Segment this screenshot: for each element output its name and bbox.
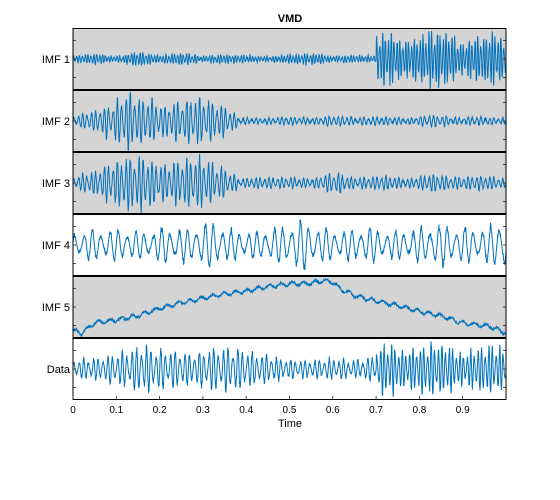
panel-frame bbox=[72, 214, 507, 276]
x-tick-label: 0 bbox=[70, 405, 76, 416]
panel-frame bbox=[72, 90, 507, 152]
panels-group: IMF 1 IMF 2 IMF 3 IMF 4 IMF 5 Data bbox=[42, 28, 507, 400]
panel-imf-2: IMF 2 bbox=[42, 90, 507, 152]
x-tick-label: 0.7 bbox=[369, 405, 383, 416]
panel-label: IMF 5 bbox=[42, 302, 70, 314]
series-line-imf-2 bbox=[73, 91, 506, 151]
x-axis-label: Time bbox=[278, 418, 302, 430]
series-line-imf-5 bbox=[73, 277, 506, 337]
x-tick-label: 0.2 bbox=[153, 405, 167, 416]
panel-frame bbox=[72, 28, 507, 90]
series-line-data bbox=[73, 341, 506, 397]
panel-frame bbox=[72, 152, 507, 214]
panel-label: IMF 1 bbox=[42, 54, 70, 66]
x-tick-label: 0.4 bbox=[239, 405, 253, 416]
panel-imf-3: IMF 3 bbox=[42, 152, 507, 214]
panel-label: IMF 4 bbox=[42, 240, 70, 252]
panel-label: Data bbox=[47, 364, 71, 376]
x-tick-label: 0.6 bbox=[326, 405, 340, 416]
x-tick-label: 0.8 bbox=[412, 405, 426, 416]
panel-data: Data bbox=[47, 338, 507, 400]
series-line-imf-4 bbox=[73, 219, 506, 271]
series-line-imf-1 bbox=[73, 30, 506, 89]
x-axis: 0 0.1 0.2 0.3 0.4 0.5 0.6 0.7 0.8 0.9 bbox=[70, 396, 470, 416]
panel-imf-1: IMF 1 bbox=[42, 28, 507, 90]
x-tick-label: 0.5 bbox=[283, 405, 297, 416]
chart-title: VMD bbox=[278, 13, 303, 25]
x-tick-label: 0.9 bbox=[456, 405, 470, 416]
series-line-imf-3 bbox=[73, 153, 506, 213]
x-tick-label: 0.1 bbox=[109, 405, 123, 416]
panel-background bbox=[73, 276, 506, 338]
panel-imf-4: IMF 4 bbox=[42, 214, 507, 276]
panel-label: IMF 3 bbox=[42, 178, 70, 190]
x-tick-label: 0.3 bbox=[196, 405, 210, 416]
panel-label: IMF 2 bbox=[42, 116, 70, 128]
panel-frame bbox=[72, 276, 507, 338]
panel-imf-5: IMF 5 bbox=[42, 276, 507, 338]
